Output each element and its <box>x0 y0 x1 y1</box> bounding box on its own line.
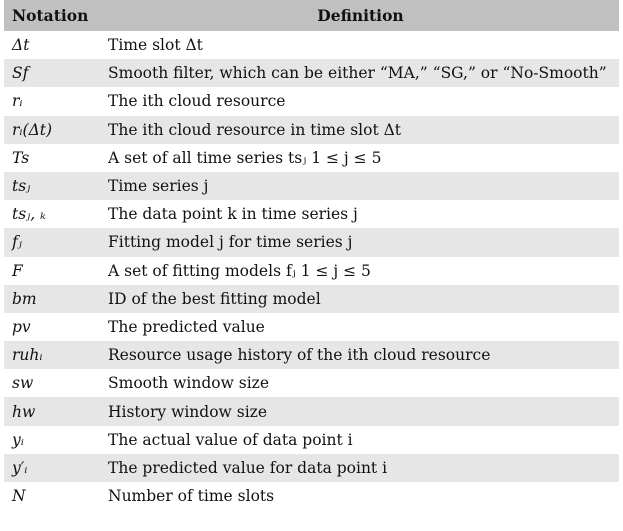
definition-cell: Smooth filter, which can be either “MA,”… <box>102 59 619 88</box>
table-row: Ts A set of all time series tsⱼ 1 ≤ j ≤ … <box>4 143 619 172</box>
table-row: tsⱼ Time series j <box>4 171 619 201</box>
notation-cell: Ts <box>4 143 102 172</box>
notation-cell: hw <box>4 397 102 426</box>
definition-cell: ID of the best fitting model <box>102 284 619 313</box>
table-row: sw Smooth window size <box>4 369 619 398</box>
definition-cell: Time series j <box>102 171 619 201</box>
definition-cell: Smooth window size <box>102 369 619 398</box>
table-row: hw History window size <box>4 397 619 426</box>
definition-cell: The predicted value for data point i <box>102 453 619 482</box>
notation-cell: yᵢ <box>4 425 102 454</box>
notation-cell: bm <box>4 284 102 313</box>
notation-cell: rᵢ <box>4 87 102 116</box>
table-row: rᵢ The ith cloud resource <box>4 87 619 116</box>
definition-cell: A set of fitting models fⱼ 1 ≤ j ≤ 5 <box>102 256 619 285</box>
notation-cell: Sf <box>4 59 102 88</box>
notation-table: Notation Definition Δt Time slot Δt Sf S… <box>4 0 619 511</box>
definition-column-header: Definition <box>102 0 619 31</box>
definition-cell: History window size <box>102 397 619 426</box>
notation-cell: ruhᵢ <box>4 341 102 370</box>
definition-cell: Number of time slots <box>102 482 619 511</box>
table-row: pv The predicted value <box>4 312 619 342</box>
table-row: rᵢ(Δt) The ith cloud resource in time sl… <box>4 115 619 144</box>
definition-cell: A set of all time series tsⱼ 1 ≤ j ≤ 5 <box>102 143 619 172</box>
table-body: Δt Time slot Δt Sf Smooth filter, which … <box>4 31 619 511</box>
notation-cell: tsⱼ <box>4 171 102 201</box>
definition-cell: Time slot Δt <box>102 31 619 60</box>
table-header: Notation Definition <box>4 0 619 31</box>
notation-column-header: Notation <box>4 0 102 31</box>
definition-cell: Resource usage history of the ith cloud … <box>102 341 619 370</box>
notation-cell: F <box>4 256 102 285</box>
definition-cell: The ith cloud resource <box>102 87 619 116</box>
notation-cell: y′ᵢ <box>4 453 102 482</box>
notation-cell: N <box>4 482 102 511</box>
table-row: Δt Time slot Δt <box>4 31 619 60</box>
definition-cell: The data point k in time series j <box>102 200 619 229</box>
notation-cell: fⱼ <box>4 228 102 257</box>
notation-cell: Δt <box>4 31 102 60</box>
table-row: N Number of time slots <box>4 482 619 511</box>
table-row: tsⱼ, ₖ The data point k in time series j <box>4 200 619 229</box>
table-row: F A set of fitting models fⱼ 1 ≤ j ≤ 5 <box>4 256 619 285</box>
table-row: y′ᵢ The predicted value for data point i <box>4 453 619 482</box>
notation-cell: sw <box>4 369 102 398</box>
notation-table-container: Notation Definition Δt Time slot Δt Sf S… <box>4 0 619 511</box>
table-row: fⱼ Fitting model j for time series j <box>4 228 619 257</box>
definition-cell: The actual value of data point i <box>102 425 619 454</box>
notation-cell: tsⱼ, ₖ <box>4 200 102 229</box>
header-row: Notation Definition <box>4 0 619 31</box>
table-row: ruhᵢ Resource usage history of the ith c… <box>4 341 619 370</box>
table-row: yᵢ The actual value of data point i <box>4 425 619 454</box>
definition-cell: The predicted value <box>102 312 619 342</box>
notation-cell: rᵢ(Δt) <box>4 115 102 144</box>
definition-cell: The ith cloud resource in time slot Δt <box>102 115 619 144</box>
notation-cell: pv <box>4 312 102 342</box>
table-row: Sf Smooth filter, which can be either “M… <box>4 59 619 88</box>
definition-cell: Fitting model j for time series j <box>102 228 619 257</box>
table-row: bm ID of the best fitting model <box>4 284 619 313</box>
